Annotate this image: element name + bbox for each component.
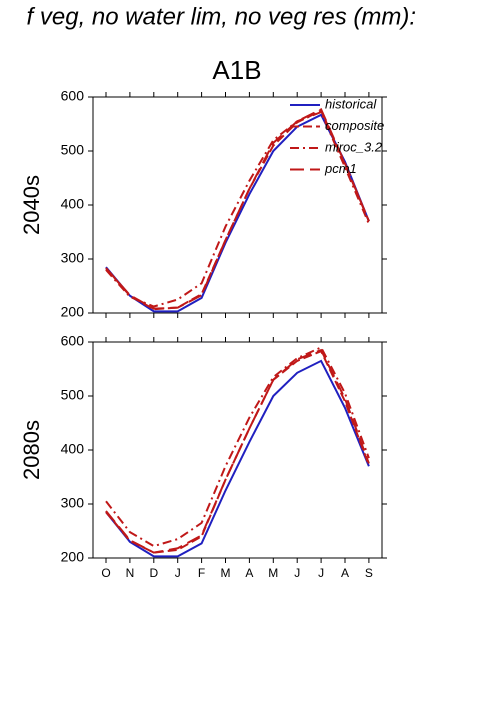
x-tick-label: F [198,566,205,580]
y-tick-label: 400 [61,441,85,457]
series-line [105,359,370,558]
y-tick-label: 300 [61,250,85,266]
y-axis-label: 2080s [19,420,44,480]
x-tick-label: J [175,566,181,580]
x-tick-label: A [341,566,349,580]
series-line [105,348,370,554]
legend-label: pcm1 [324,161,357,176]
legend-label: historical [325,96,377,111]
x-tick-label: D [149,566,158,580]
x-tick-label: S [365,566,373,580]
x-tick-label: N [126,566,135,580]
y-tick-label: 200 [61,549,85,565]
series-line [105,110,370,308]
x-tick-label: J [294,566,300,580]
y-tick-label: 500 [61,142,85,158]
y-axis-label: 2040s [19,175,44,235]
series-line [105,346,370,548]
x-tick-label: A [245,566,253,580]
plot-frame [92,341,383,559]
x-tick-label: J [318,566,324,580]
x-tick-label: M [221,566,231,580]
y-tick-label: 400 [61,196,85,212]
y-tick-label: 300 [61,495,85,511]
y-tick-label: 600 [61,88,85,104]
series-line [105,108,370,310]
legend-label: composite [325,118,384,133]
y-tick-label: 500 [61,387,85,403]
page-title: f veg, no water lim, no veg res (mm): [27,3,416,30]
y-tick-label: 600 [61,333,85,349]
scenario-title: A1B [212,55,261,85]
x-tick-label: M [268,566,278,580]
y-tick-label: 200 [61,304,85,320]
legend-label: miroc_3.2 [325,139,383,154]
x-tick-label: O [101,566,110,580]
